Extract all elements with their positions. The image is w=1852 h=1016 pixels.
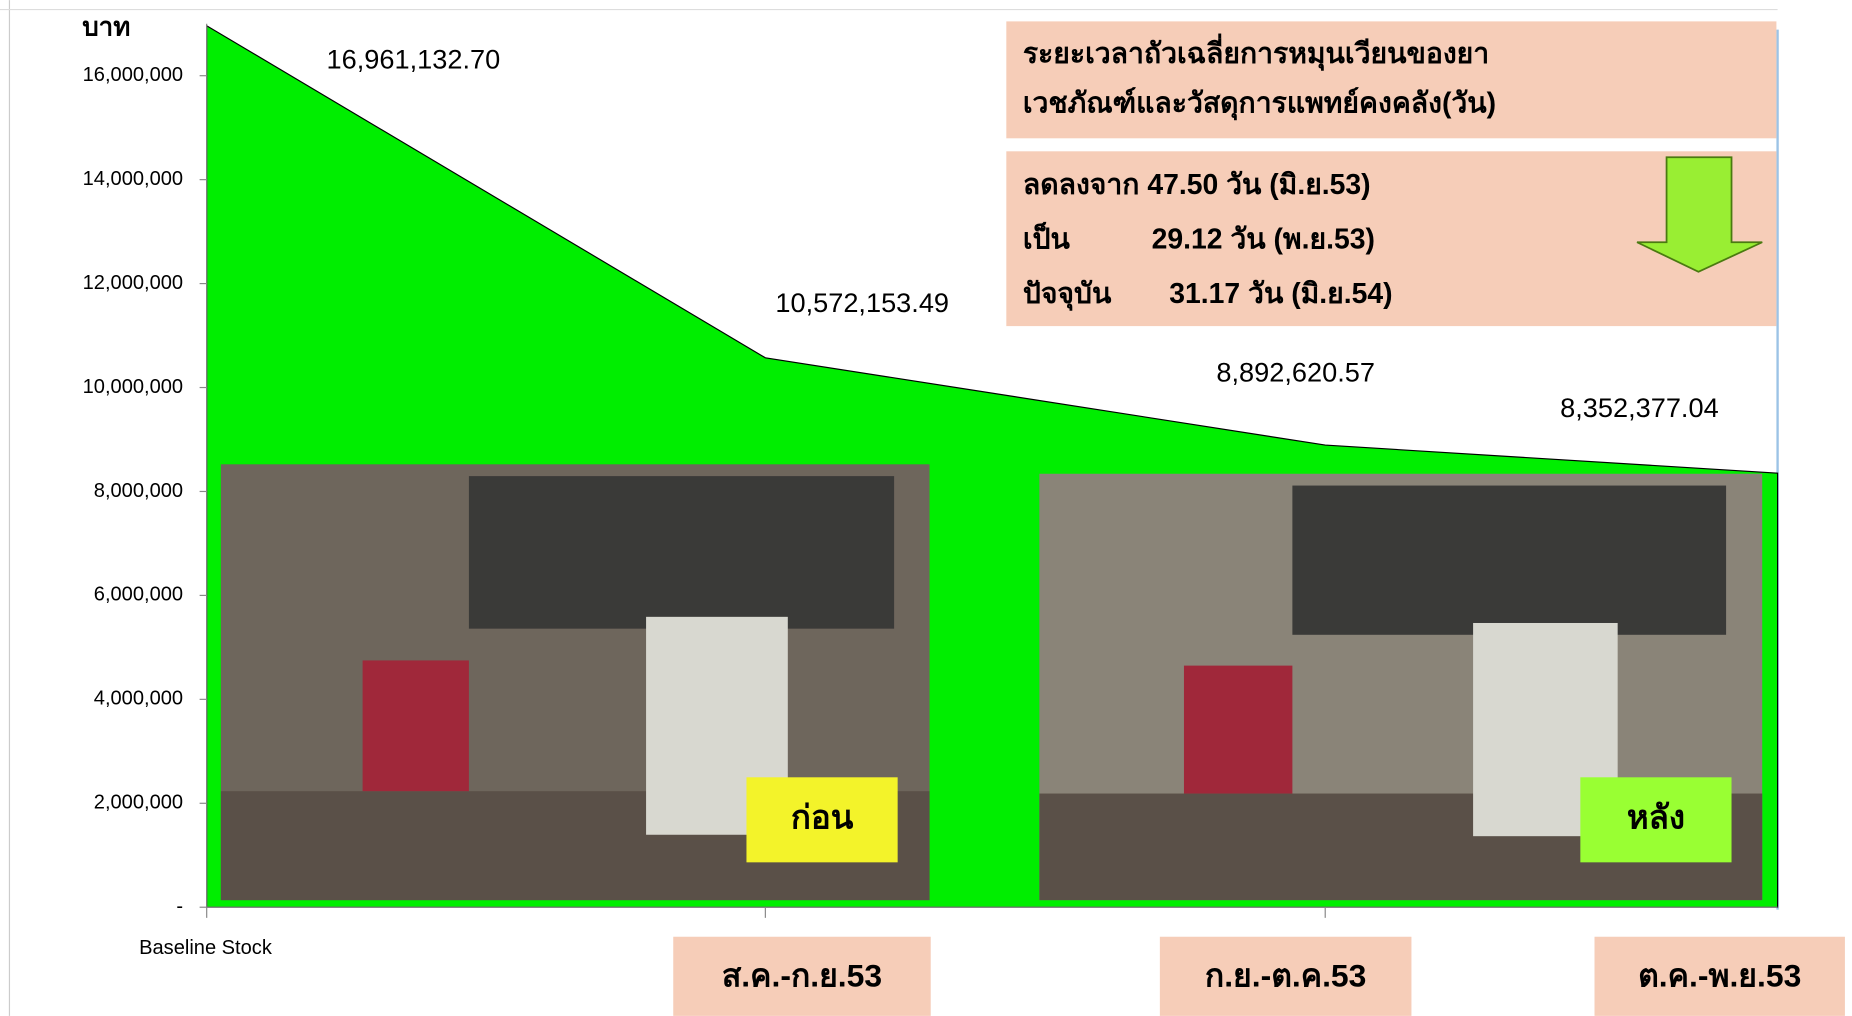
photo-label: หลัง xyxy=(1627,800,1685,837)
photo-object xyxy=(1183,665,1293,794)
annotation-title: เวชภัณฑ์และวัสดุการแพทย์คงคลัง(วัน) xyxy=(1023,87,1496,121)
annotation-box xyxy=(1006,21,1777,139)
photo-label: ก่อน xyxy=(791,800,854,837)
photo-window xyxy=(468,476,895,629)
y-tick-label: 6,000,000 xyxy=(94,584,183,606)
x-label-box xyxy=(673,936,931,1016)
y-tick-label: 12,000,000 xyxy=(83,272,183,294)
value-label: 8,892,620.57 xyxy=(1216,357,1375,388)
y-tick-label: 10,000,000 xyxy=(83,376,183,398)
y-axis-title: บาท xyxy=(82,11,130,41)
x-tick-label: ส.ค.-ก.ย.53 xyxy=(722,958,882,994)
annotation-row: ปัจจุบัน xyxy=(1023,278,1112,311)
photo-object xyxy=(362,660,469,792)
y-tick-label: 16,000,000 xyxy=(83,64,183,86)
value-label: 10,572,153.49 xyxy=(775,287,949,318)
photo-window xyxy=(1292,485,1727,635)
y-tick-label: 2,000,000 xyxy=(94,792,183,814)
x-label-box xyxy=(1159,936,1412,1016)
annotation-box xyxy=(1006,151,1777,327)
y-tick-label: - xyxy=(176,896,183,918)
y-tick-label: 8,000,000 xyxy=(94,480,183,502)
x-tick-label: ต.ค.-พ.ย.53 xyxy=(1638,958,1801,994)
annotation-row: ลดลงจาก 47.50 วัน (มิ.ย.53) xyxy=(1023,169,1371,201)
down-arrow xyxy=(1636,156,1763,273)
value-label: 8,352,377.04 xyxy=(1560,392,1719,423)
annotation-title: ระยะเวลาถัวเฉลี่ยการหมุนเวียนของยา xyxy=(1023,33,1489,71)
x-tick-label: Baseline Stock xyxy=(139,937,273,959)
annotation-row: 31.17 วัน (มิ.ย.54) xyxy=(1169,278,1392,310)
photo-label-box xyxy=(746,777,898,863)
photo-label-box xyxy=(1580,777,1732,863)
annotation-row: เป็น xyxy=(1023,222,1071,256)
value-label: 16,961,132.70 xyxy=(327,44,501,75)
y-tick-label: 4,000,000 xyxy=(94,688,183,710)
x-tick-label: ก.ย.-ต.ค.53 xyxy=(1205,958,1367,994)
y-tick-label: 14,000,000 xyxy=(83,168,183,190)
annotation-row: 29.12 วัน (พ.ย.53) xyxy=(1152,224,1375,256)
x-label-box xyxy=(1594,936,1845,1016)
